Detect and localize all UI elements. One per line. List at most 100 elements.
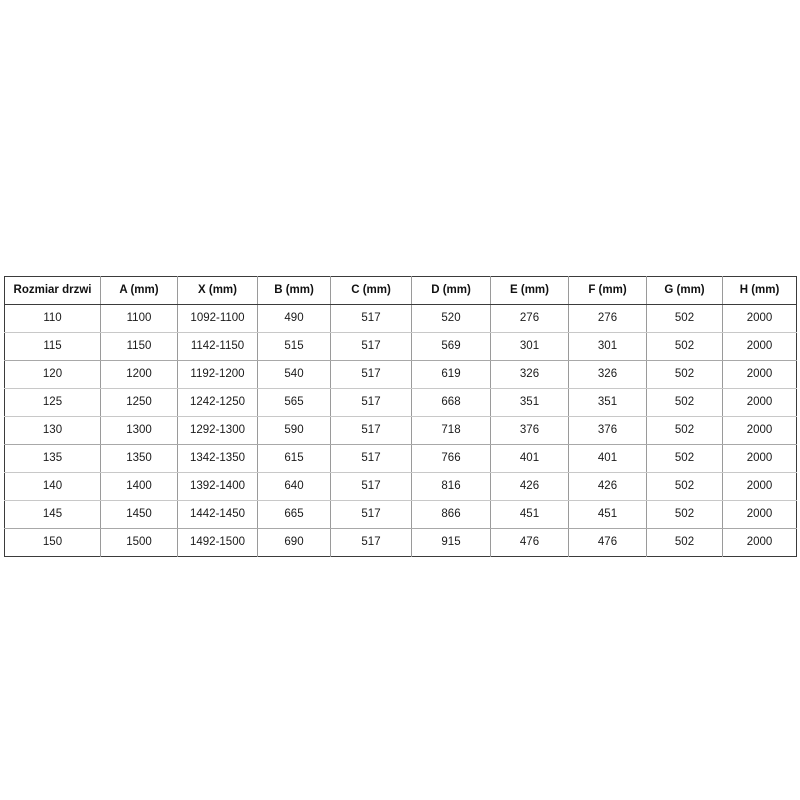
- column-header-h: H (mm): [722, 276, 797, 305]
- table-cell: 1292-1300: [177, 416, 258, 445]
- table-cell: 502: [646, 416, 723, 445]
- table-cell: 517: [330, 304, 412, 333]
- column-header-a: A (mm): [100, 276, 178, 305]
- column-header-rozmiar-drzwi: Rozmiar drzwi: [4, 276, 101, 305]
- table-row: 110 1100 1092-1100 490 517 520 276 276 502 2000: [4, 304, 797, 333]
- table-cell: 401: [568, 444, 647, 473]
- table-cell: 326: [490, 360, 569, 389]
- table-row: 145 1450 1442-1450 665 517 866 451 451 502 2000: [4, 500, 797, 529]
- table-row: 115 1150 1142-1150 515 517 569 301 301 502 2000: [4, 332, 797, 361]
- table-cell: 490: [257, 304, 331, 333]
- table-cell: 520: [411, 304, 491, 333]
- cell-door-size: 115: [4, 332, 101, 361]
- table-cell: 517: [330, 472, 412, 501]
- table-cell: 476: [490, 528, 569, 557]
- table-cell: 2000: [722, 528, 797, 557]
- table-cell: 540: [257, 360, 331, 389]
- table-cell: 502: [646, 500, 723, 529]
- table-cell: 517: [330, 500, 412, 529]
- table-cell: 1300: [100, 416, 178, 445]
- table-cell: 1250: [100, 388, 178, 417]
- cell-door-size: 145: [4, 500, 101, 529]
- table-cell: 668: [411, 388, 491, 417]
- table-row: 135 1350 1342-1350 615 517 766 401 401 502 2000: [4, 444, 797, 473]
- table-cell: 301: [490, 332, 569, 361]
- table-cell: 1442-1450: [177, 500, 258, 529]
- table-cell: 619: [411, 360, 491, 389]
- table-cell: 766: [411, 444, 491, 473]
- column-header-d: D (mm): [411, 276, 491, 305]
- table-cell: 1150: [100, 332, 178, 361]
- table-cell: 502: [646, 528, 723, 557]
- table-cell: 426: [568, 472, 647, 501]
- table-cell: 718: [411, 416, 491, 445]
- table-cell: 502: [646, 304, 723, 333]
- column-header-b: B (mm): [257, 276, 331, 305]
- cell-door-size: 125: [4, 388, 101, 417]
- table-body: 110 1100 1092-1100 490 517 520 276 276 502 2000 11…: [4, 304, 797, 557]
- table-cell: 502: [646, 472, 723, 501]
- table-cell: 451: [490, 500, 569, 529]
- table-cell: 590: [257, 416, 331, 445]
- table-cell: 376: [568, 416, 647, 445]
- table-cell: 2000: [722, 360, 797, 389]
- table-cell: 565: [257, 388, 331, 417]
- table-cell: 502: [646, 360, 723, 389]
- table-cell: 1450: [100, 500, 178, 529]
- table-cell: 2000: [722, 304, 797, 333]
- table-cell: 517: [330, 528, 412, 557]
- table-cell: 502: [646, 388, 723, 417]
- table-cell: 915: [411, 528, 491, 557]
- cell-door-size: 135: [4, 444, 101, 473]
- cell-door-size: 130: [4, 416, 101, 445]
- table-cell: 376: [490, 416, 569, 445]
- table-cell: 665: [257, 500, 331, 529]
- table-cell: 1392-1400: [177, 472, 258, 501]
- table-cell: 1092-1100: [177, 304, 258, 333]
- table-cell: 517: [330, 444, 412, 473]
- table-cell: 1192-1200: [177, 360, 258, 389]
- table-cell: 2000: [722, 332, 797, 361]
- table-cell: 2000: [722, 388, 797, 417]
- column-header-g: G (mm): [646, 276, 723, 305]
- table-cell: 401: [490, 444, 569, 473]
- table-cell: 640: [257, 472, 331, 501]
- cell-door-size: 110: [4, 304, 101, 333]
- table-row: 130 1300 1292-1300 590 517 718 376 376 502 2000: [4, 416, 797, 445]
- table-cell: 816: [411, 472, 491, 501]
- table-cell: 2000: [722, 472, 797, 501]
- table-cell: 1400: [100, 472, 178, 501]
- table-cell: 2000: [722, 416, 797, 445]
- table-row: 120 1200 1192-1200 540 517 619 326 326 502 2000: [4, 360, 797, 389]
- table-cell: 569: [411, 332, 491, 361]
- table-cell: 1492-1500: [177, 528, 258, 557]
- column-header-e: E (mm): [490, 276, 569, 305]
- column-header-c: C (mm): [330, 276, 412, 305]
- table-cell: 502: [646, 444, 723, 473]
- table-cell: 502: [646, 332, 723, 361]
- table-row: 125 1250 1242-1250 565 517 668 351 351 502 2000: [4, 388, 797, 417]
- table-cell: 515: [257, 332, 331, 361]
- table-cell: 276: [568, 304, 647, 333]
- table-cell: 426: [490, 472, 569, 501]
- table-cell: 2000: [722, 444, 797, 473]
- table-cell: 1142-1150: [177, 332, 258, 361]
- table-cell: 1342-1350: [177, 444, 258, 473]
- table-cell: 2000: [722, 500, 797, 529]
- door-size-spec-table-container: Rozmiar drzwi A (mm) X (mm) B (mm) C (mm…: [4, 276, 797, 557]
- table-cell: 451: [568, 500, 647, 529]
- column-header-f: F (mm): [568, 276, 647, 305]
- table-cell: 866: [411, 500, 491, 529]
- table-cell: 517: [330, 332, 412, 361]
- table-cell: 615: [257, 444, 331, 473]
- table-cell: 1100: [100, 304, 178, 333]
- cell-door-size: 120: [4, 360, 101, 389]
- table-cell: 1200: [100, 360, 178, 389]
- table-cell: 517: [330, 360, 412, 389]
- cell-door-size: 150: [4, 528, 101, 557]
- table-cell: 276: [490, 304, 569, 333]
- column-header-x: X (mm): [177, 276, 258, 305]
- table-cell: 301: [568, 332, 647, 361]
- table-header: Rozmiar drzwi A (mm) X (mm) B (mm) C (mm…: [4, 276, 797, 305]
